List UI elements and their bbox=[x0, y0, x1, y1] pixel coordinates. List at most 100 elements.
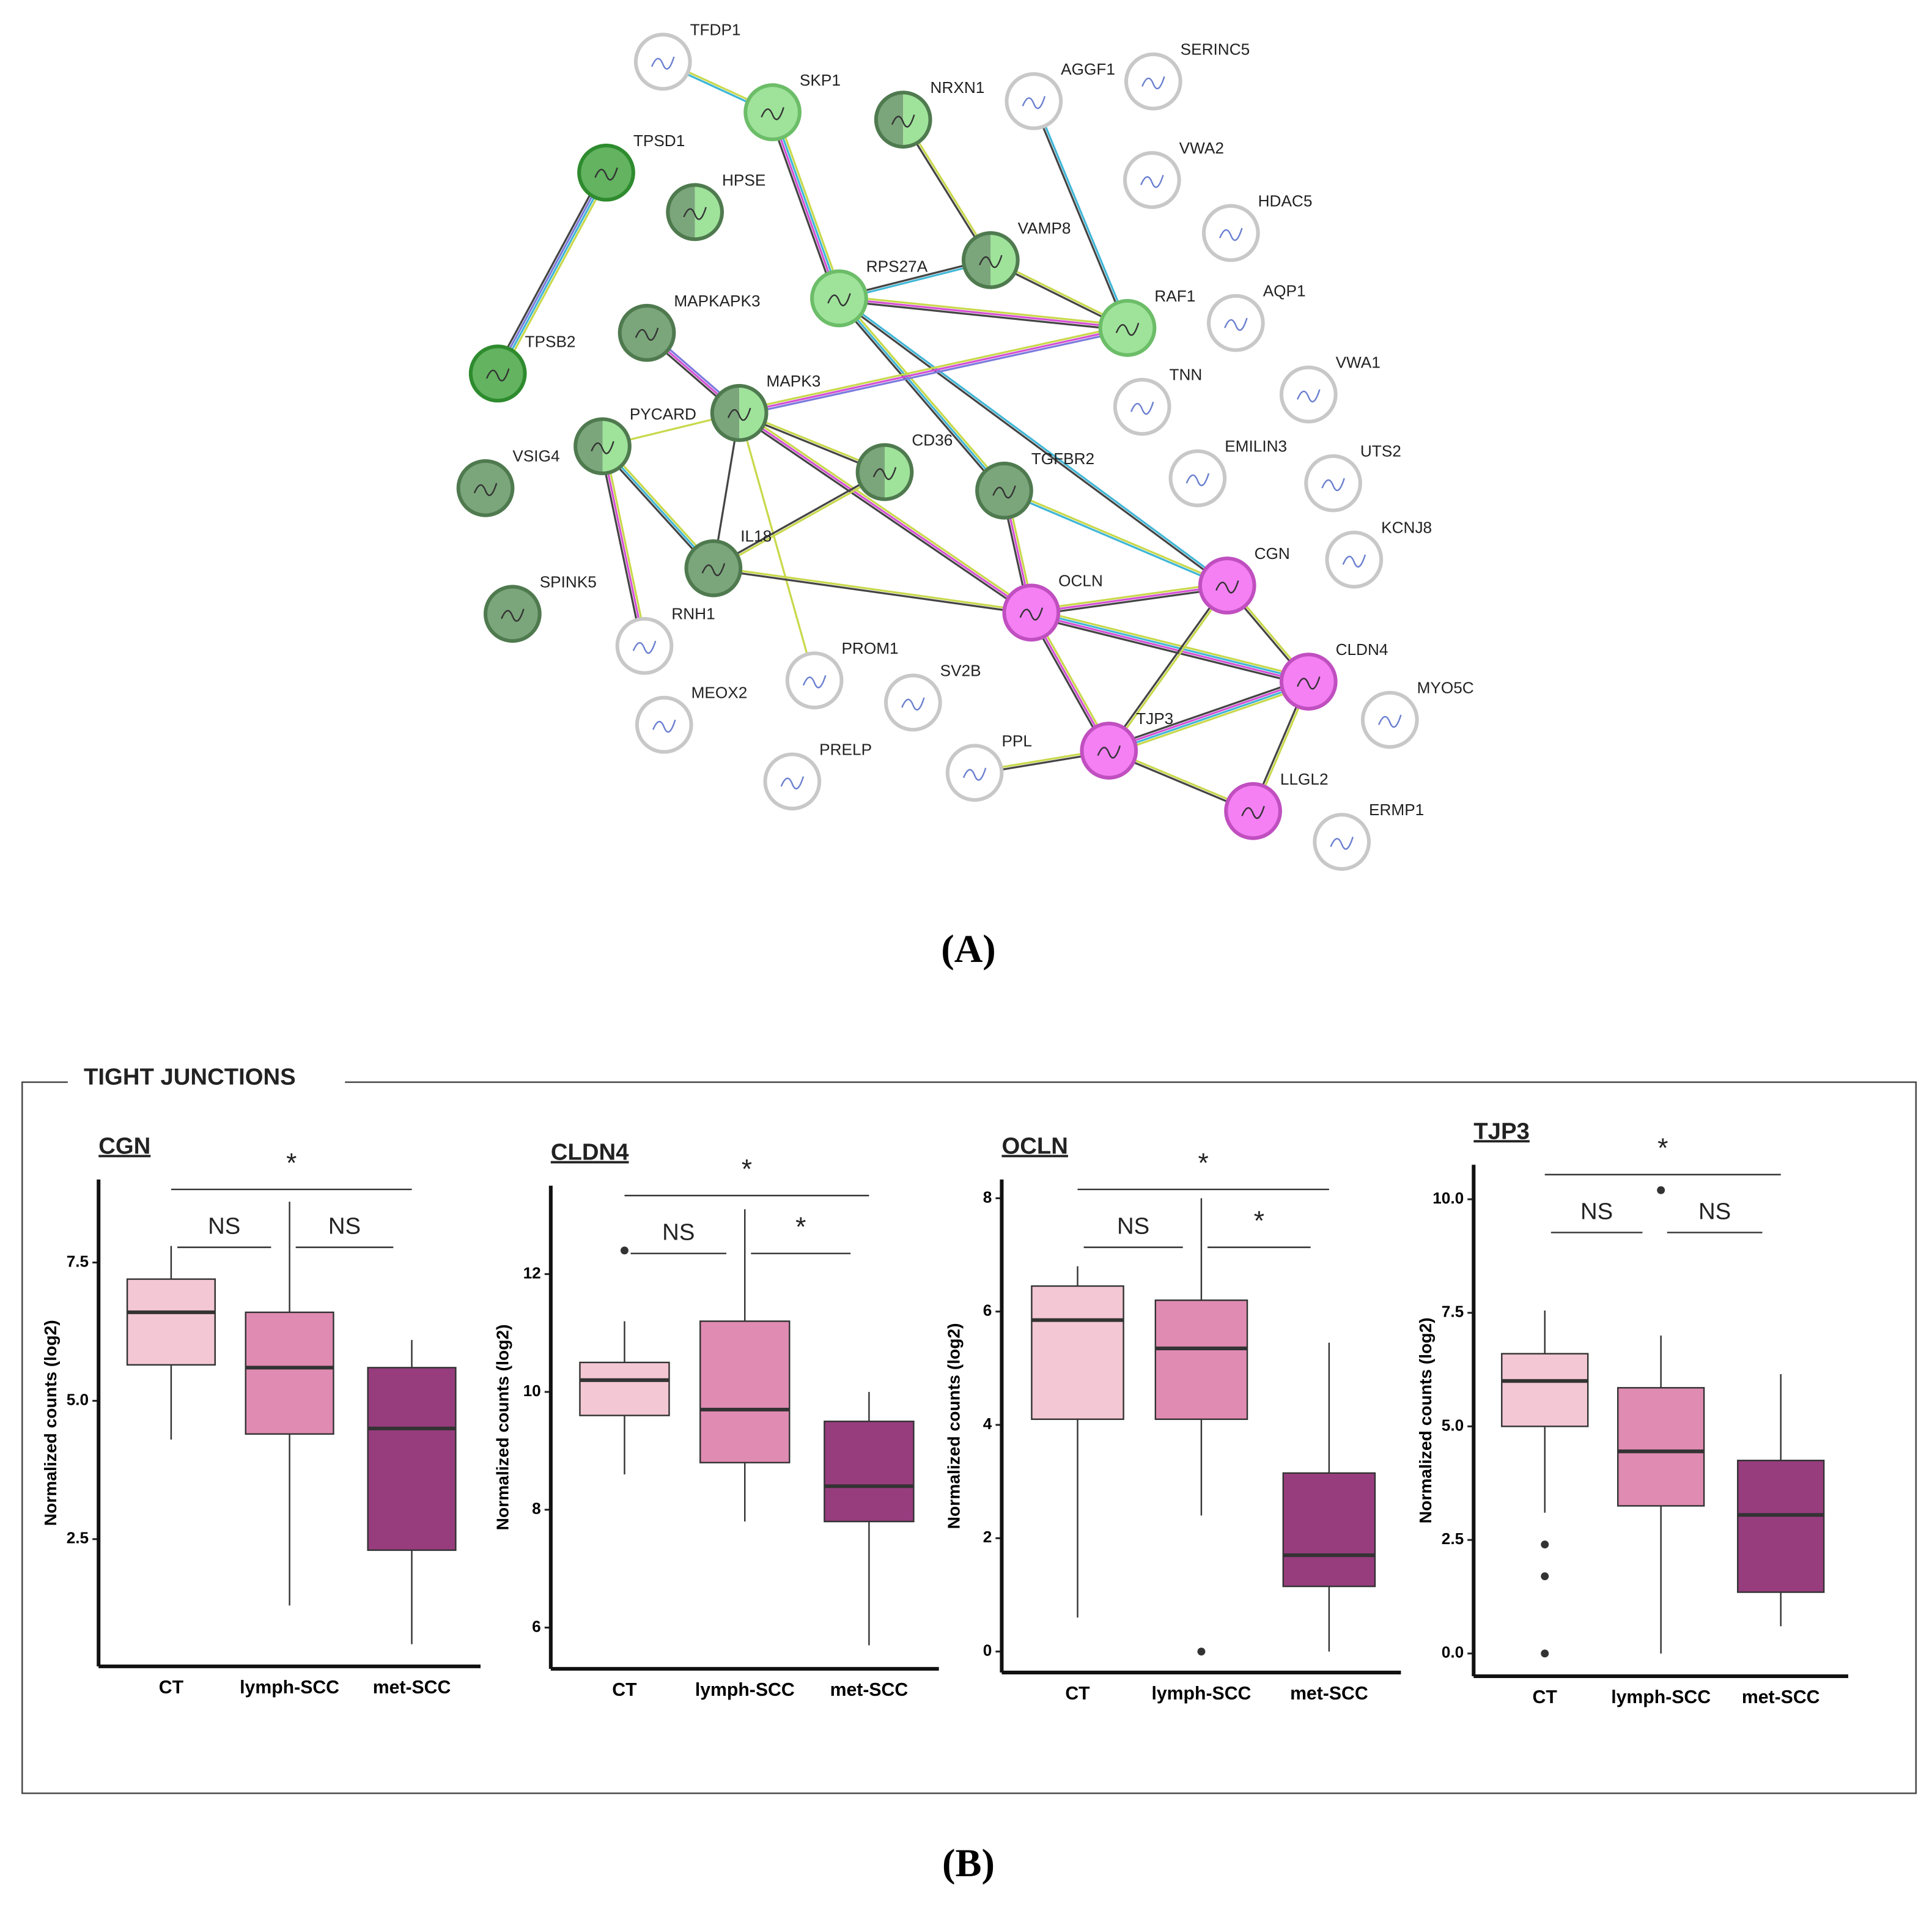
network-edge bbox=[599, 446, 643, 647]
node-label: VWA1 bbox=[1336, 353, 1381, 372]
protein-icon bbox=[1215, 580, 1239, 594]
network-node bbox=[857, 445, 885, 500]
y-tick-label: 7.5 bbox=[67, 1252, 89, 1270]
panel-label: (A) bbox=[941, 927, 995, 971]
protein-icon bbox=[1140, 174, 1164, 188]
node-label: MEOX2 bbox=[691, 684, 748, 702]
node-label: VSIG4 bbox=[512, 447, 559, 465]
node-label: MAPK3 bbox=[767, 372, 821, 390]
box bbox=[1617, 1387, 1705, 1507]
network-edge bbox=[1003, 490, 1228, 588]
network-edge bbox=[839, 295, 1128, 327]
network-node bbox=[575, 419, 603, 474]
protein-icon bbox=[1342, 554, 1366, 568]
x-tick-label: CT bbox=[159, 1677, 184, 1698]
node-label: VAMP8 bbox=[1018, 219, 1071, 237]
network-edge bbox=[1030, 613, 1309, 684]
node-label: CLDN4 bbox=[1336, 640, 1388, 659]
network-edge bbox=[739, 329, 1129, 416]
protein-icon bbox=[901, 697, 925, 711]
outlier bbox=[1541, 1540, 1549, 1549]
y-axis-label: Normalized counts (log2) bbox=[1415, 1317, 1435, 1523]
y-tick-label: 12 bbox=[523, 1263, 541, 1282]
protein-icon bbox=[1378, 714, 1402, 728]
protein-icon bbox=[683, 207, 707, 220]
node-label: PROM1 bbox=[841, 639, 898, 657]
node-label: PPL bbox=[1001, 731, 1032, 750]
network-edge bbox=[1107, 677, 1308, 749]
box bbox=[824, 1421, 915, 1523]
node-label: TPSD1 bbox=[633, 131, 685, 150]
network-node bbox=[484, 585, 542, 643]
network-edge bbox=[1031, 584, 1228, 614]
network-node bbox=[635, 695, 693, 754]
network-node bbox=[1002, 583, 1061, 642]
box-plot: TJP3 Normalized counts (log2) 0.0 2.5 5.0 7.5… bbox=[1415, 1118, 1848, 1707]
significance-label: * bbox=[1657, 1133, 1668, 1163]
y-tick-label: 2 bbox=[983, 1528, 992, 1546]
significance-label: NS bbox=[1580, 1198, 1613, 1224]
network-edge bbox=[713, 472, 886, 571]
protein-icon bbox=[485, 368, 510, 382]
network-node bbox=[876, 92, 904, 147]
network-node-outline bbox=[855, 443, 914, 501]
node-label: TGFBR2 bbox=[1031, 449, 1094, 468]
x-tick-label: lymph-SCC bbox=[695, 1680, 795, 1700]
network-edge bbox=[603, 445, 648, 646]
protein-icon bbox=[979, 254, 1003, 268]
network-edge bbox=[1031, 101, 1127, 329]
network-node bbox=[1005, 72, 1063, 130]
network-edge bbox=[1031, 610, 1310, 682]
box bbox=[245, 1311, 334, 1435]
network-edge bbox=[740, 410, 1033, 612]
node-label: OCLN bbox=[1058, 571, 1103, 590]
network-node-outline bbox=[961, 231, 1020, 289]
box bbox=[1737, 1459, 1825, 1593]
network-edge bbox=[1110, 684, 1310, 755]
outlier bbox=[1657, 1186, 1665, 1194]
node-label: SKP1 bbox=[800, 71, 841, 89]
box bbox=[579, 1361, 670, 1416]
protein-icon bbox=[1219, 227, 1243, 242]
network-edge bbox=[713, 566, 1032, 613]
network-node bbox=[810, 269, 868, 328]
protein-icon bbox=[1241, 805, 1265, 819]
node-label: SPINK5 bbox=[540, 572, 597, 591]
protein-icon bbox=[891, 114, 915, 128]
protein-icon bbox=[651, 56, 675, 70]
node-label: LLGL2 bbox=[1280, 770, 1329, 788]
node-label: MAPKAPK3 bbox=[674, 292, 760, 310]
protein-icon bbox=[594, 167, 618, 181]
network-node bbox=[975, 461, 1033, 520]
node-label: KCNJ8 bbox=[1381, 519, 1432, 537]
node-label: EMILIN3 bbox=[1225, 437, 1287, 456]
network-node-outline bbox=[666, 183, 724, 242]
network-node bbox=[1198, 556, 1256, 615]
node-label: RAF1 bbox=[1154, 287, 1195, 305]
protein-icon bbox=[1141, 76, 1165, 90]
y-tick-label: 5.0 bbox=[1442, 1416, 1464, 1434]
protein-icon bbox=[1297, 389, 1321, 403]
y-tick-label: 4 bbox=[983, 1414, 992, 1433]
box-plot: CLDN4 Normalized counts (log2) 6 8 10 12 CT lym… bbox=[493, 1139, 939, 1700]
box bbox=[1501, 1353, 1589, 1427]
network-nodes: TFDP1 SKP1 NRXN1 AGGF1 SERINC5 TPSD1 HPSE VWA2 H… bbox=[456, 20, 1474, 871]
x-tick-label: lymph-SCC bbox=[240, 1677, 339, 1698]
protein-icon bbox=[780, 776, 805, 789]
protein-icon bbox=[632, 640, 657, 654]
network-edge bbox=[1004, 488, 1228, 586]
protein-icon bbox=[1019, 607, 1044, 621]
x-tick-label: CT bbox=[1065, 1684, 1090, 1704]
network-edge bbox=[775, 110, 844, 298]
significance-label: * bbox=[286, 1148, 297, 1178]
box bbox=[126, 1278, 216, 1366]
network-node-outline bbox=[710, 383, 769, 442]
node-label: SERINC5 bbox=[1181, 40, 1250, 59]
y-tick-label: 8 bbox=[532, 1499, 541, 1518]
protein-icon bbox=[827, 293, 851, 306]
node-label: PRELP bbox=[819, 740, 872, 758]
node-label: IL18 bbox=[740, 527, 772, 545]
network-node bbox=[1206, 294, 1265, 352]
network-edge bbox=[1108, 681, 1310, 753]
